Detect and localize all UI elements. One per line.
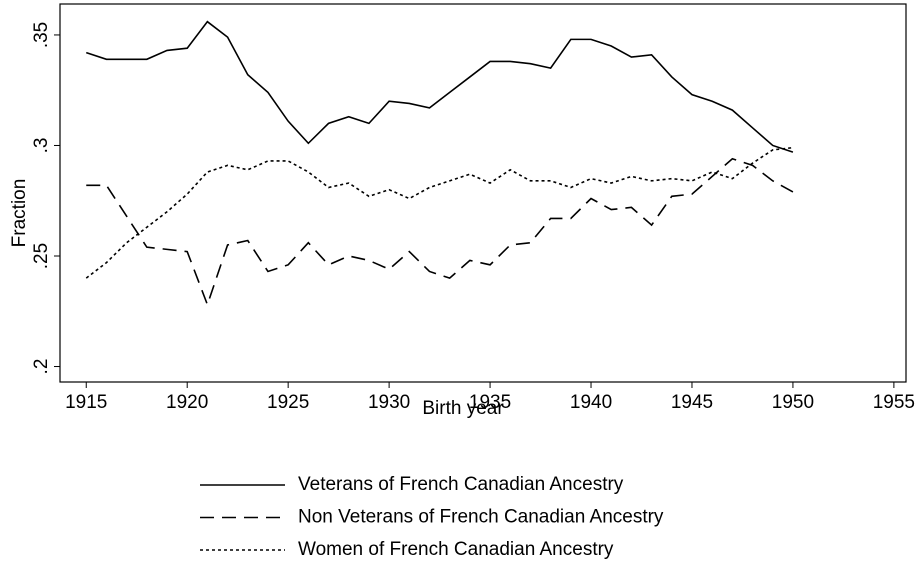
legend-label: Veterans of French Canadian Ancestry [298, 474, 624, 495]
series-line [85, 146, 794, 279]
series-line [85, 20, 794, 153]
plot-frame [59, 3, 907, 383]
series-line [86, 157, 794, 307]
x-tick-label: 1955 [873, 392, 915, 413]
x-axis-label: Birth year [422, 398, 504, 419]
x-tick-label: 1945 [671, 392, 713, 413]
legend-label: Non Veterans of French Canadian Ancestry [298, 507, 664, 528]
y-tick-label: .25 [31, 243, 52, 269]
x-tick-label: 1915 [65, 392, 107, 413]
x-tick-label: 1930 [368, 392, 410, 413]
y-axis-label: Fraction [9, 179, 30, 248]
x-tick-label: 1940 [570, 392, 612, 413]
legend-label: Women of French Canadian Ancestry [298, 539, 614, 560]
x-tick-label: 1950 [772, 392, 814, 413]
y-tick-label: .35 [31, 22, 52, 48]
x-tick-label: 1935 [469, 392, 511, 413]
y-tick-label: .3 [31, 138, 52, 154]
x-tick-label: 1925 [267, 392, 309, 413]
x-tick-label: 1920 [166, 392, 208, 413]
y-tick-label: .2 [31, 359, 52, 375]
